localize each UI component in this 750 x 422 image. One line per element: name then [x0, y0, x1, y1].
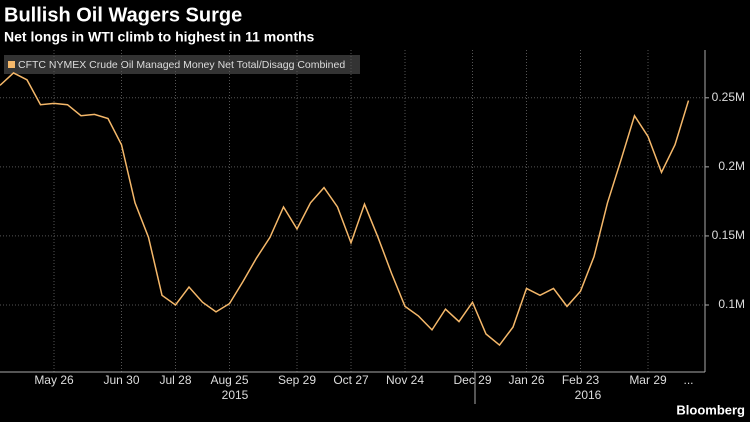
legend-label: CFTC NYMEX Crude Oil Managed Money Net T… [18, 59, 345, 71]
y-tick-label: 0.15M [712, 228, 745, 242]
chart-title: Bullish Oil Wagers Surge [4, 4, 242, 26]
y-tick-label: 0.2M [718, 159, 745, 173]
source: Bloomberg [676, 402, 745, 417]
x-tick-label: Dec 29 [453, 373, 491, 387]
x-tick-label: ... [683, 373, 693, 387]
y-tick-label: 0.1M [718, 297, 745, 311]
x-tick-label: Sep 29 [278, 373, 316, 387]
year-label: 2015 [222, 388, 249, 402]
legend-swatch [8, 61, 15, 68]
x-tick-label: Jan 26 [508, 373, 544, 387]
x-tick-label: Jun 30 [103, 373, 139, 387]
x-tick-label: Feb 23 [562, 373, 600, 387]
data-line [0, 72, 690, 347]
x-tick-label: Oct 27 [333, 373, 369, 387]
x-tick-label: May 26 [34, 373, 74, 387]
y-tick-label: 0.25M [712, 90, 745, 104]
x-tick-label: Jul 28 [159, 373, 191, 387]
chart-subtitle: Net longs in WTI climb to highest in 11 … [4, 29, 315, 45]
x-tick-label: Nov 24 [386, 373, 424, 387]
legend-box [4, 55, 360, 74]
year-label: 2016 [575, 388, 602, 402]
x-tick-label: Aug 25 [210, 373, 248, 387]
x-tick-label: Mar 29 [629, 373, 667, 387]
